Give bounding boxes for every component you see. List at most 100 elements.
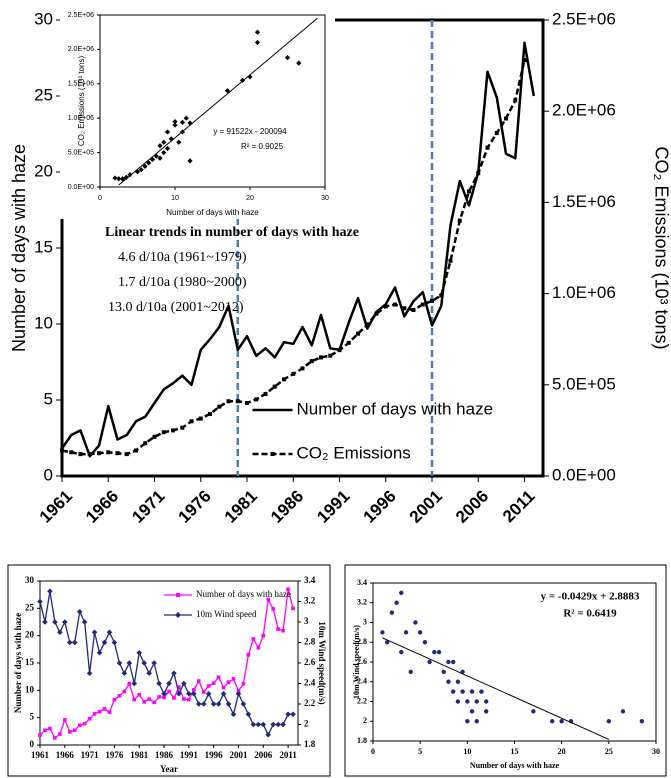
x-tick-label: 2001 <box>406 487 446 527</box>
y2-tick-label: 3 <box>304 616 309 626</box>
chart: 0 5 10 15 20 25 30 0.0E+00 5.0E+05 1.0E+06 1.5E+06… <box>9 9 671 526</box>
marker <box>276 627 280 631</box>
series-line <box>39 588 294 739</box>
marker <box>138 167 144 173</box>
marker <box>281 628 285 633</box>
marker <box>394 600 399 605</box>
marker <box>157 695 161 699</box>
marker <box>446 679 451 684</box>
x-tick-label: 1996 <box>360 487 400 527</box>
marker <box>221 685 226 690</box>
marker <box>408 669 413 675</box>
marker <box>260 721 267 728</box>
marker <box>380 630 385 635</box>
marker <box>134 448 138 453</box>
marker <box>96 649 103 656</box>
y-tick-label: 30 <box>25 575 35 585</box>
marker <box>131 680 138 687</box>
marker <box>246 653 251 657</box>
marker <box>171 428 175 433</box>
y-tick-label: 20 <box>25 630 35 640</box>
x-tick-label: 1991 <box>313 487 353 527</box>
y-tick-label: 2.2 <box>357 696 367 705</box>
marker <box>436 649 442 655</box>
series-line <box>39 590 293 736</box>
marker <box>245 711 252 718</box>
annotation: Linear trends in number of days with haz… <box>105 225 359 240</box>
marker <box>239 77 246 83</box>
marker <box>319 355 323 360</box>
marker <box>97 709 102 714</box>
marker <box>48 726 52 731</box>
trendline <box>382 637 610 740</box>
marker <box>172 119 178 125</box>
marker <box>142 163 148 169</box>
marker <box>389 610 395 615</box>
y-tick-label: 25 <box>34 85 53 104</box>
x-tick-label: 30 <box>321 195 329 202</box>
marker <box>365 322 370 327</box>
marker <box>161 150 167 156</box>
marker <box>309 359 314 364</box>
marker <box>441 669 446 675</box>
marker <box>63 718 67 722</box>
marker <box>474 719 479 724</box>
marker <box>112 175 118 181</box>
marker <box>256 645 261 650</box>
marker <box>161 690 167 697</box>
marker <box>346 340 351 345</box>
y-tick-label: 0.0E+00 <box>68 184 94 191</box>
marker <box>191 690 197 697</box>
y2-tick-label: 2.5E+06 <box>552 9 616 28</box>
marker <box>200 701 207 707</box>
marker <box>162 695 166 700</box>
marker <box>187 697 191 702</box>
marker <box>455 679 461 684</box>
marker <box>393 302 397 307</box>
marker <box>81 619 88 625</box>
marker <box>504 116 508 121</box>
y-tick-label: 1.5E+06 <box>68 81 94 88</box>
marker <box>226 399 231 404</box>
marker <box>121 670 128 677</box>
annotation: R² = 0.6419 <box>563 608 617 620</box>
x-tick-label: 20 <box>246 195 254 202</box>
marker <box>205 690 212 697</box>
marker <box>183 115 189 121</box>
marker <box>176 690 182 697</box>
marker <box>117 694 122 698</box>
x-tick-label: 2011 <box>279 750 297 760</box>
marker <box>38 733 42 737</box>
y-tick-label: 5 <box>30 712 35 722</box>
legend-marker <box>176 593 180 597</box>
marker <box>261 633 266 638</box>
y-tick-label: 0 <box>44 465 53 484</box>
panel-border <box>7 564 331 777</box>
marker <box>476 171 481 176</box>
x-tick-label: 1981 <box>221 487 261 527</box>
marker <box>147 697 151 701</box>
marker <box>220 690 227 697</box>
y2-tick-label: 2 <box>304 719 309 729</box>
marker <box>522 58 527 63</box>
y-tick-label: 2 <box>363 716 367 725</box>
marker <box>161 139 167 145</box>
marker <box>137 692 142 697</box>
y2-tick-label: 1.8 <box>304 739 316 749</box>
annotation: 13.0 d/10a (2001~2012) <box>108 300 244 315</box>
x-tick-label: 30 <box>652 747 660 756</box>
y-tick-label: 25 <box>25 602 35 612</box>
marker <box>465 699 470 704</box>
y-tick-label: 5.0E+05 <box>68 149 94 156</box>
marker <box>247 74 253 80</box>
marker <box>142 700 146 704</box>
marker <box>37 598 43 605</box>
marker <box>374 311 379 316</box>
marker <box>240 701 247 707</box>
marker <box>146 160 152 166</box>
y-tick-label: 2.0E+06 <box>68 46 94 53</box>
y-tick-label: 5 <box>44 389 53 408</box>
marker <box>399 590 404 596</box>
